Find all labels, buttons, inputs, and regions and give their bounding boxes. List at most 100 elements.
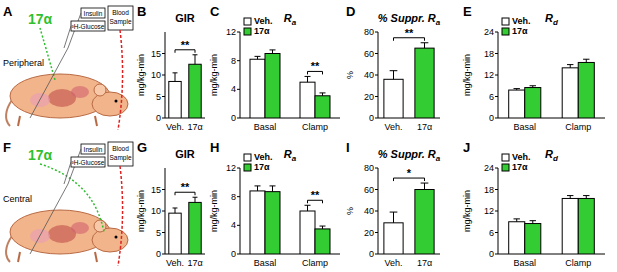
legend-label: Veh. <box>254 16 273 26</box>
panel-J: Jmg/kg-min06121824BasalClampVeh.17α <box>462 140 605 268</box>
y-tick <box>237 118 240 119</box>
mouse-eye <box>115 236 118 239</box>
legend-swatch <box>502 154 509 161</box>
error-cap <box>320 92 326 93</box>
y-tick <box>162 75 165 76</box>
y-axis <box>240 32 241 118</box>
error-bar <box>583 196 589 199</box>
y-tick-label: 24 <box>484 27 494 37</box>
x-tick-label: Veh. <box>166 258 184 268</box>
error-cap <box>567 195 573 196</box>
y-tick <box>162 189 165 190</box>
error-bar <box>193 55 198 64</box>
bar <box>578 198 594 254</box>
bar <box>315 229 330 254</box>
y-tick <box>237 196 240 197</box>
output-label: Blood <box>112 145 129 152</box>
marks <box>509 59 595 118</box>
chart-title: GIR <box>175 12 195 24</box>
input-box <box>81 144 105 154</box>
y-tick-label: 12 <box>484 206 494 216</box>
y-tick-label: 0 <box>156 113 161 123</box>
significance-label: ** <box>311 60 320 72</box>
input-label: Insulin <box>84 146 103 153</box>
error-bar <box>320 93 326 96</box>
y-tick <box>375 32 378 33</box>
panel-C: Cmg/kg-min04812BasalClampVeh.17α** <box>209 4 340 132</box>
error-bar <box>270 186 276 192</box>
output-label: Sample <box>109 18 131 26</box>
x-tick-label: Veh. <box>384 122 402 132</box>
y-tick <box>375 254 378 255</box>
title-subscript: d <box>553 154 559 163</box>
legend-swatch <box>244 154 251 161</box>
bar <box>189 202 201 254</box>
panel-G: Gmg/kg-min051015Veh.17α** <box>136 140 205 268</box>
chart-title: Ra <box>284 12 297 27</box>
marks <box>250 186 330 254</box>
legend-swatch <box>244 164 251 171</box>
title-subscript: a <box>436 18 441 27</box>
infusion-line <box>64 26 71 48</box>
y-tick-label: 24 <box>484 163 494 173</box>
panel-E: Emg/kg-min06121824BasalClampVeh.17α <box>462 4 605 132</box>
x-tick-label: Basal <box>513 258 536 268</box>
error-stem <box>195 197 196 202</box>
title-main: R <box>284 148 292 160</box>
error-cap <box>270 49 276 50</box>
title-main: R <box>545 12 553 24</box>
figure: A17αPeripheralInsulin³H-GlucoseBloodSamp… <box>0 0 617 272</box>
y-tick <box>375 96 378 97</box>
diagram-F: F17αCentralInsulin³H-GlucoseBloodSample <box>3 140 133 266</box>
route-label: Peripheral <box>3 58 44 68</box>
y-tick-label: 18 <box>484 185 494 195</box>
mouse-eye <box>115 100 118 103</box>
error-bar <box>193 197 198 202</box>
error-cap <box>514 218 520 219</box>
output-box <box>108 142 133 166</box>
error-cap <box>514 88 520 89</box>
bar <box>562 198 578 254</box>
legend-swatch <box>244 18 251 25</box>
bar <box>265 192 280 254</box>
panel-label: D <box>346 4 355 19</box>
title-main: % Suppr. R <box>378 148 436 160</box>
error-stem <box>272 186 273 192</box>
y-tick-label: 0 <box>231 113 236 123</box>
chart-title: GIR <box>175 148 195 160</box>
mouse-leg <box>95 252 97 262</box>
input-label: ³H-Glucose <box>72 23 105 30</box>
y-tick-label: 0 <box>231 249 236 259</box>
infusion-line <box>64 162 71 184</box>
legend-label: Veh. <box>512 16 531 26</box>
y-tick-label: 40 <box>364 206 374 216</box>
y-tick-label: 40 <box>364 70 374 80</box>
legend-swatch <box>502 28 509 35</box>
legend-label: 17α <box>512 162 528 172</box>
output-label: Sample <box>109 154 131 162</box>
y-tick <box>162 211 165 212</box>
bar <box>250 191 265 254</box>
error-cap <box>173 207 178 208</box>
error-stem <box>272 50 273 54</box>
x-tick-label: Clamp <box>565 258 591 268</box>
output-box <box>108 6 133 30</box>
y-tick-label: 0 <box>489 113 494 123</box>
error-bar <box>390 71 398 80</box>
y-tick <box>495 118 498 119</box>
error-cap <box>255 185 261 186</box>
y-tick <box>495 254 498 255</box>
drug-line <box>40 28 55 80</box>
y-tick-label: 18 <box>484 49 494 59</box>
error-cap <box>173 72 178 73</box>
drug-label: 17α <box>28 147 53 163</box>
y-tick <box>495 168 498 169</box>
panel-label: C <box>210 4 220 19</box>
mouse-body <box>10 210 110 254</box>
legend-label: Veh. <box>254 152 273 162</box>
error-cap <box>305 76 311 77</box>
y-axis-label: mg/kg-min <box>462 190 472 232</box>
title-subscript: a <box>292 154 297 163</box>
y-tick-label: 5 <box>156 92 161 102</box>
y-tick <box>495 53 498 54</box>
